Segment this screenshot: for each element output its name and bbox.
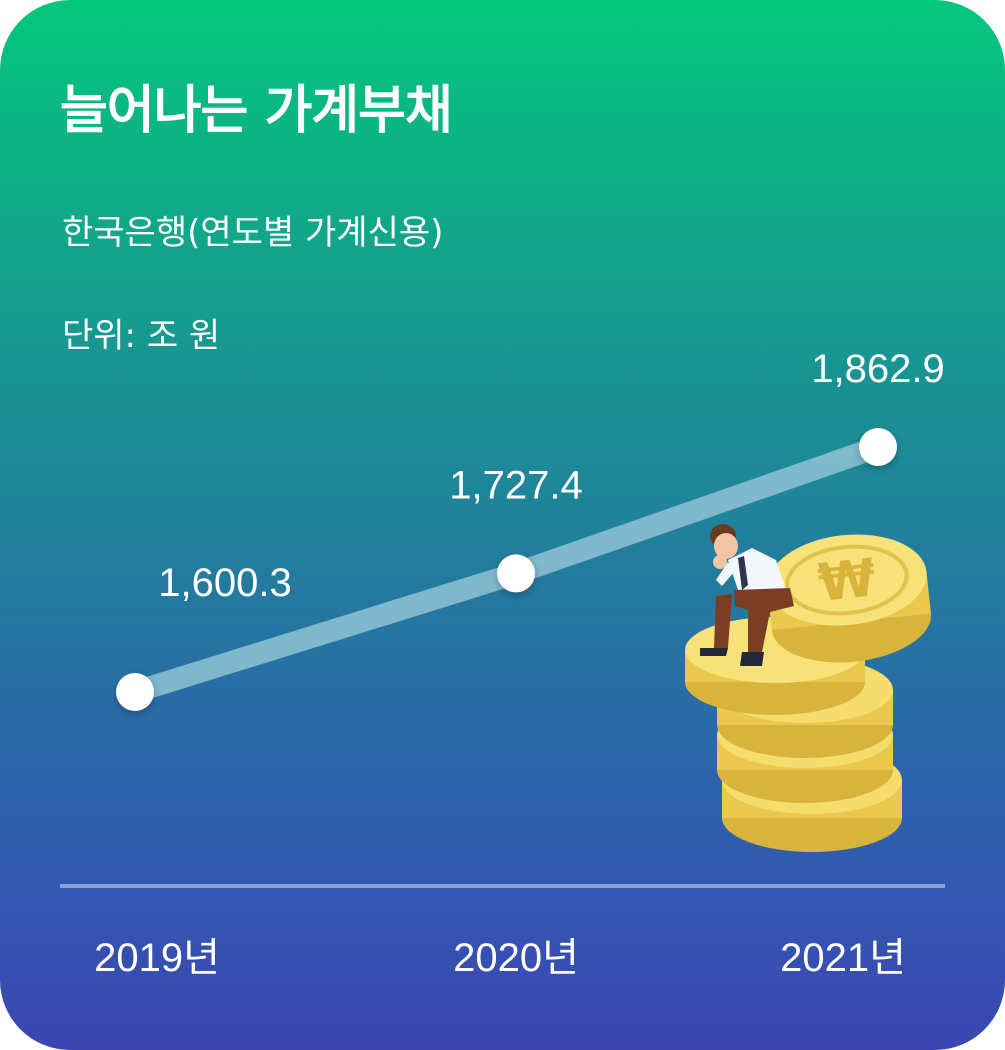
x-tick-label: 2020년 — [453, 936, 579, 980]
data-point — [859, 428, 897, 466]
worried-person-icon — [700, 524, 794, 666]
x-tick-label: 2019년 — [94, 936, 220, 980]
x-tick-label: 2021년 — [780, 936, 906, 980]
x-axis-line — [60, 884, 945, 888]
won-symbol: ₩ — [815, 548, 878, 614]
chart-title: 늘어나는 가계부채 — [60, 81, 453, 141]
chart-subtitle: 한국은행(연도별 가계신용) — [62, 213, 444, 253]
data-point — [497, 554, 535, 593]
unit-label: 단위: 조 원 — [62, 316, 221, 356]
data-label: 1,600.3 — [158, 561, 291, 605]
data-label: 1,727.4 — [449, 463, 582, 507]
person-on-coins-icon: ₩ — [685, 524, 932, 852]
data-point — [116, 673, 154, 711]
data-label: 1,862.9 — [811, 347, 944, 391]
won-coin-icon: ₩ — [767, 534, 932, 663]
